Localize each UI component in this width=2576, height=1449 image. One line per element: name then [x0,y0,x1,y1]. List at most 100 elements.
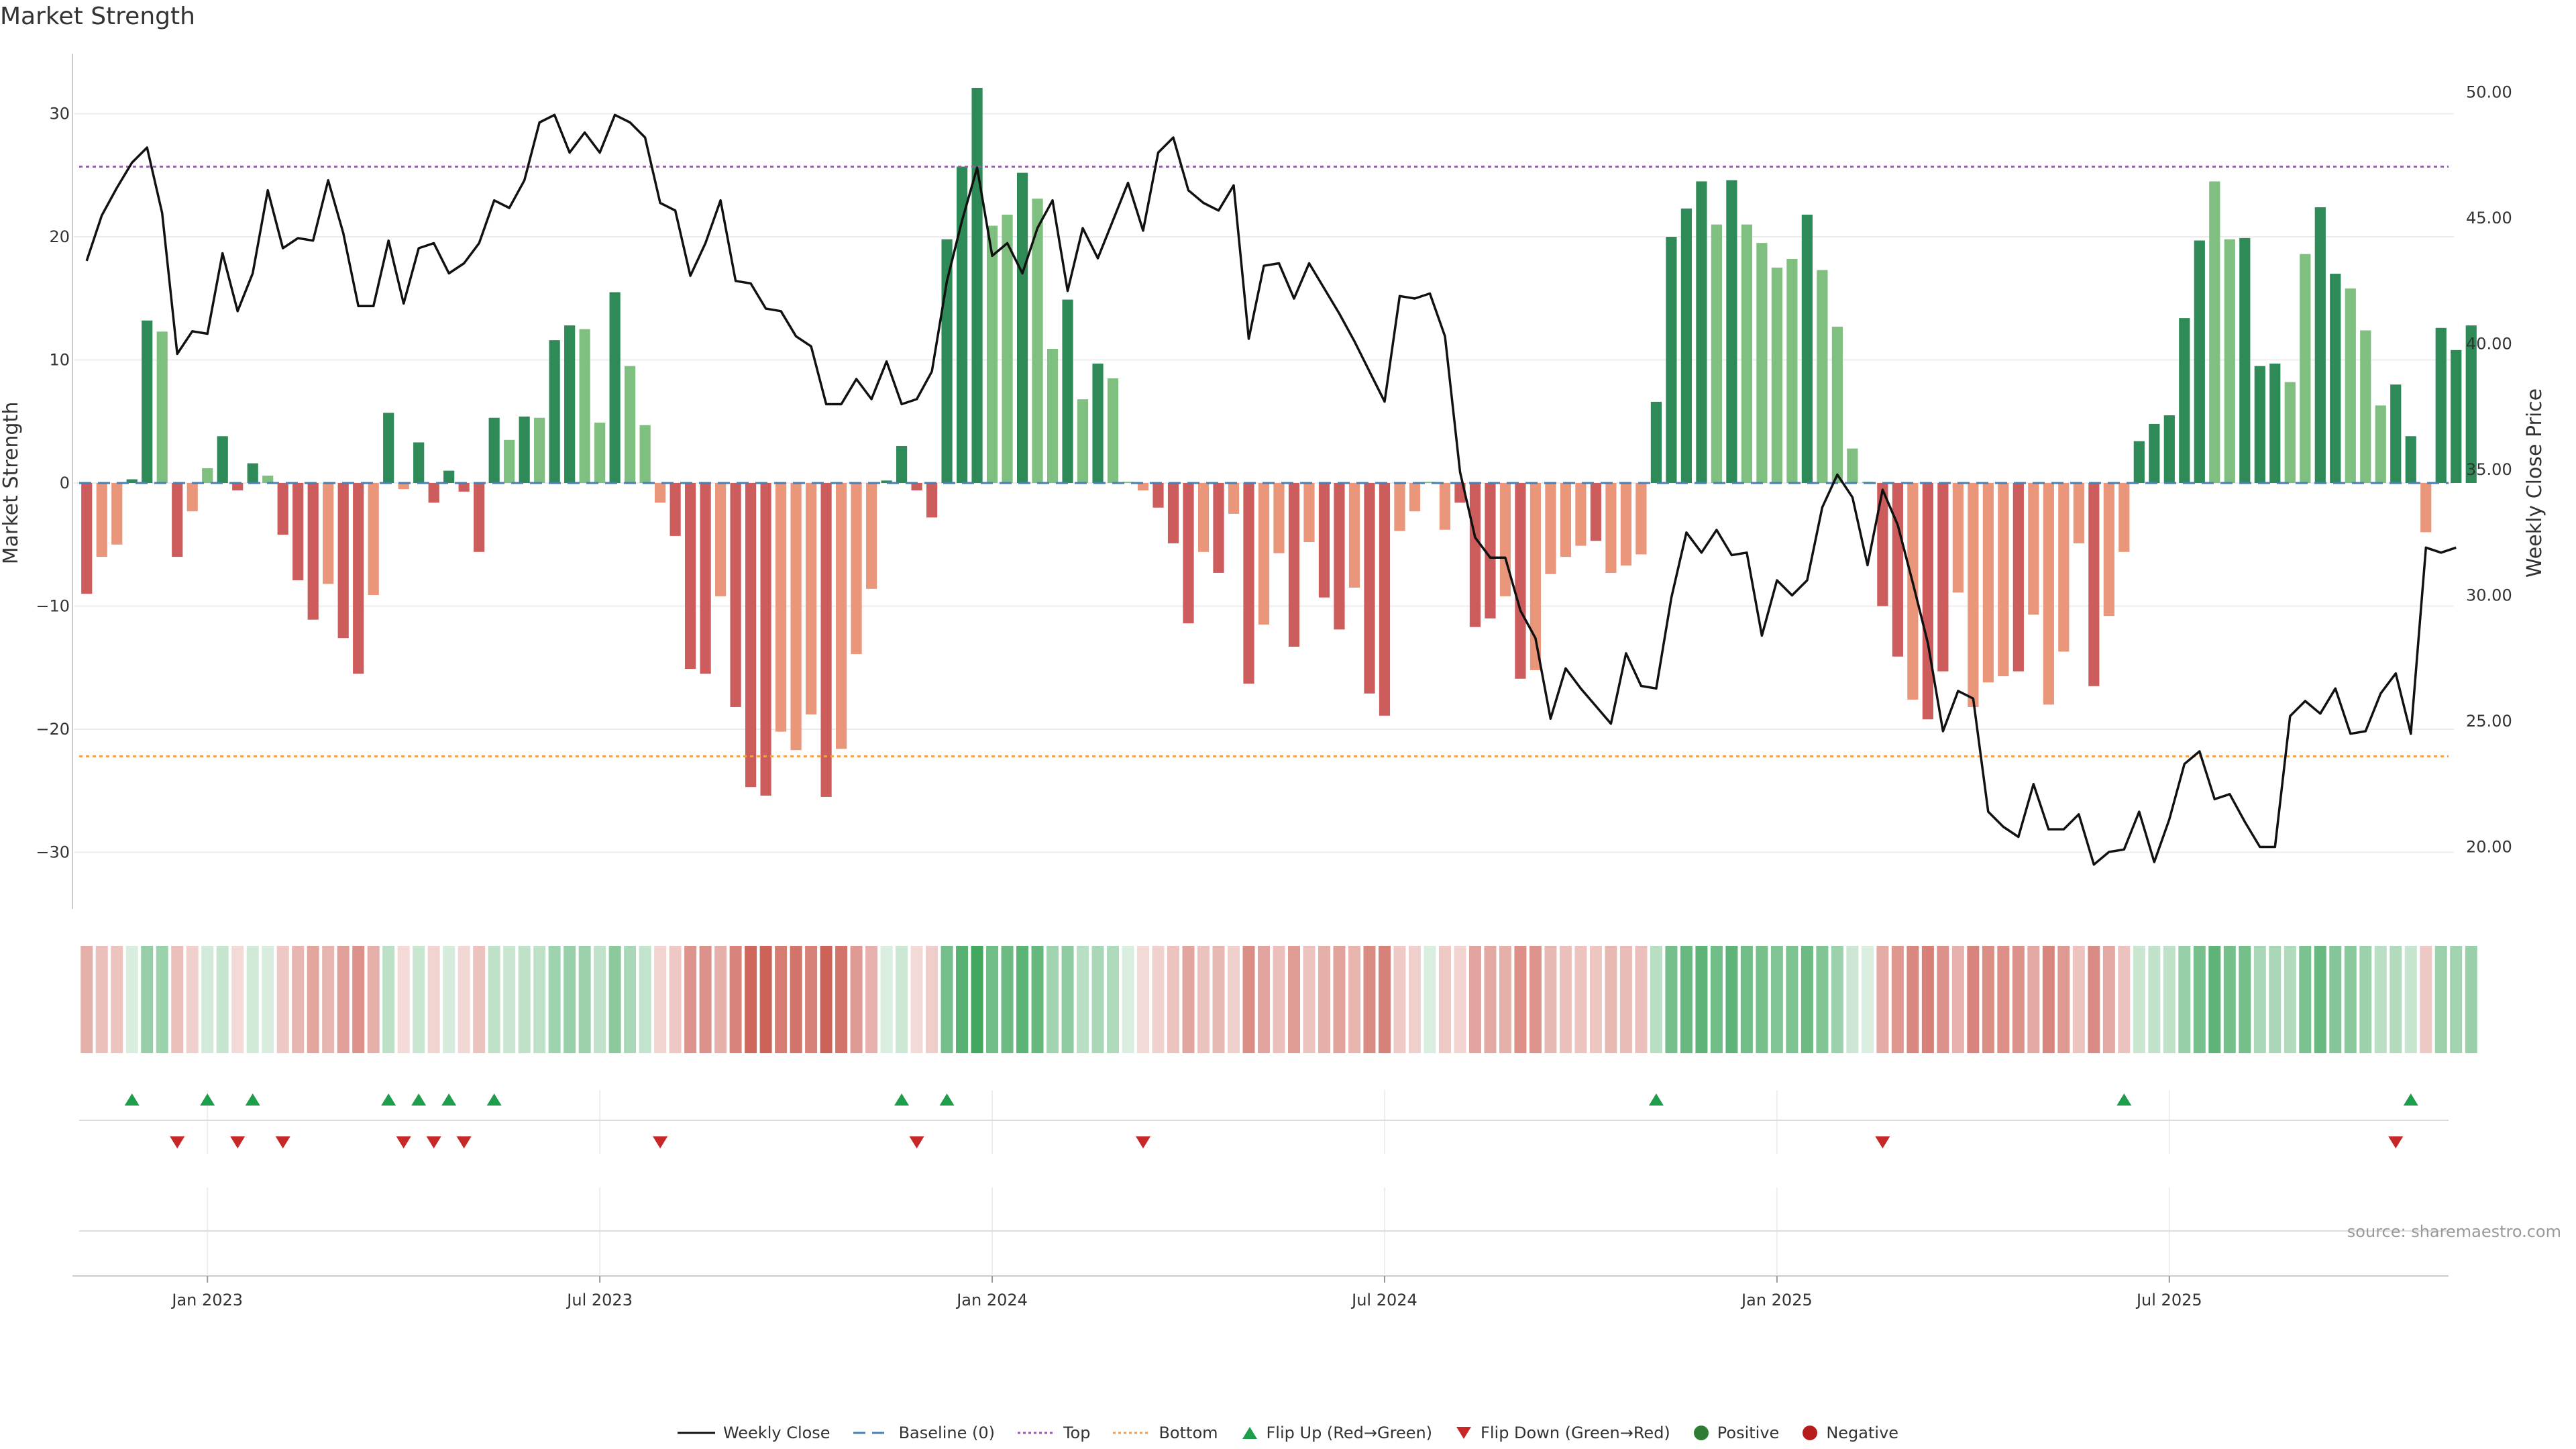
heat-cell [941,946,953,1053]
strength-bar [2269,364,2281,483]
heat-cell [880,946,893,1053]
heat-cell [1152,946,1165,1053]
x-tick-label: Jan 2025 [1740,1291,1813,1309]
flip-up-marker [894,1093,910,1106]
strength-bar [217,436,228,483]
heat-cell [1393,946,1406,1053]
heat-cell [1424,946,1436,1053]
strength-bar [323,483,334,584]
dashed-line-icon [853,1432,891,1434]
heat-cell [2148,946,2161,1053]
heat-cell [1137,946,1150,1053]
left-tick-label: 20 [49,227,70,246]
heat-cell [2390,946,2402,1053]
strength-bar [2345,288,2356,483]
heat-cell [624,946,637,1053]
strength-bar [2133,441,2145,483]
heat-cell [1122,946,1134,1053]
strength-bar [1213,483,1224,573]
heat-cell [1756,946,1768,1053]
heat-cell [458,946,470,1053]
left-tick-label: 0 [60,474,70,492]
strength-bar [760,483,771,796]
flip-up-marker [381,1093,396,1106]
heat-cell [216,946,229,1053]
flip-down-marker [2388,1136,2404,1148]
strength-bar [911,483,922,491]
left-tick-label: 10 [49,351,70,370]
right-tick-label: 20.00 [2466,838,2512,857]
heat-cell [2314,946,2326,1053]
strength-bar [2012,483,2024,672]
heat-cell [2404,946,2417,1053]
strength-bar [1424,482,1436,483]
legend-positive: Positive [1693,1424,1779,1442]
heat-cell [1574,946,1587,1053]
heat-cell [2178,946,2191,1053]
heat-cell [1665,946,1678,1053]
flip-up-marker [124,1093,140,1106]
strength-bar [579,329,590,483]
heat-cell [1559,946,1572,1053]
strength-bar [1439,483,1451,530]
heat-cell [2465,946,2477,1053]
right-tick-label: 40.00 [2466,335,2512,354]
strength-bar [337,483,349,639]
heat-cell [1061,946,1074,1053]
dotted-line-icon [1017,1432,1055,1434]
axes: 30 20 10 0 −10 −20 −30 50.00 45.00 40.00 35.00 30.0… [0,54,2546,1309]
strength-bar [881,480,892,483]
strength-bar [458,483,470,492]
strength-bar [820,483,832,797]
legend-flip-up: Flip Up (Red→Green) [1241,1424,1433,1442]
heat-cell [1846,946,1859,1053]
right-axis-title: Weekly Close Price [2523,388,2546,578]
strength-bar [685,483,696,669]
heat-cell [1242,946,1255,1053]
strength-bar [625,366,636,483]
strength-bar [413,442,425,483]
circle-icon [1693,1426,1709,1440]
heat-cell [307,946,319,1053]
strength-bar [2149,423,2160,483]
strength-bar [1831,326,1843,483]
strength-bar [1122,482,1134,483]
heat-cell [714,946,727,1053]
strength-bar [172,483,183,557]
heat-cell [488,946,500,1053]
heat-cell [1077,946,1089,1053]
heat-cell [699,946,712,1053]
strength-bar [2103,483,2114,616]
left-axis-title: Market Strength [0,402,23,564]
heat-cell [518,946,531,1053]
heat-cell [1770,946,1783,1053]
strength-bar [1817,270,1828,483]
strength-bar [307,483,319,620]
heat-cell [1182,946,1195,1053]
line-swatch-icon [677,1432,715,1434]
strength-bar [2451,350,2462,483]
strength-bar [488,417,500,483]
heat-cell [1499,946,1511,1053]
heat-cell [1318,946,1330,1053]
strength-bar [2043,483,2054,705]
strength-bar [669,483,681,536]
heat-cell [2163,946,2176,1053]
heat-cell [684,946,697,1053]
heat-cell [1212,946,1225,1053]
strength-bar [956,166,968,483]
strength-bar [1318,483,1330,598]
legend-flip-up-label: Flip Up (Red→Green) [1266,1424,1433,1442]
legend-negative: Negative [1802,1424,1898,1442]
heat-cell [729,946,742,1053]
heat-cell [1408,946,1421,1053]
heat-cell [548,946,561,1053]
heat-cell [1484,946,1497,1053]
heat-cell [201,946,214,1053]
reference-lines [79,165,2449,757]
heat-cell [2102,946,2115,1053]
heat-cell [503,946,516,1053]
heat-cell [80,946,93,1053]
heat-cell [2072,946,2085,1053]
strength-bar [428,483,439,503]
